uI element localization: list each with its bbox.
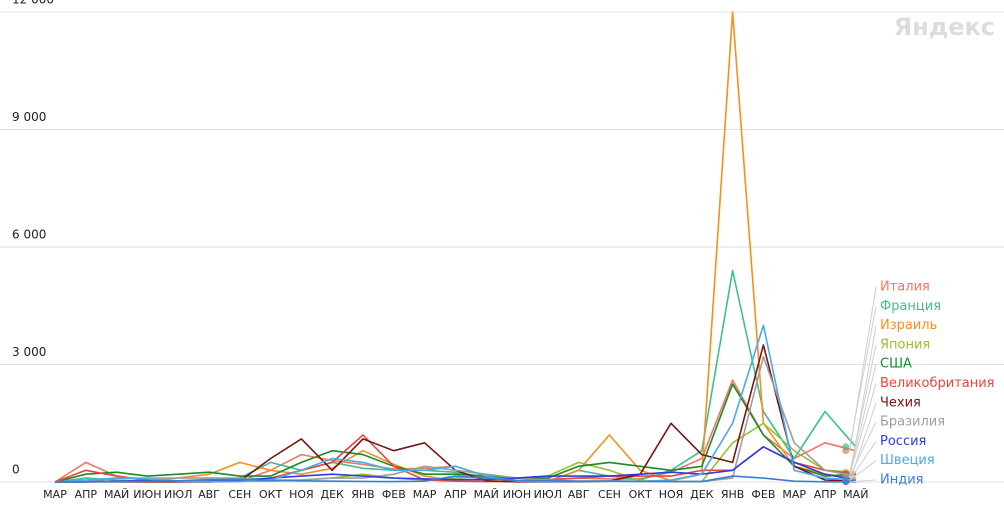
x-tick-label: МАР: [782, 488, 806, 501]
series-line: [54, 475, 856, 483]
x-tick-label: ЯНВ: [721, 488, 744, 501]
x-tick-label: МАР: [43, 488, 67, 501]
x-tick-label: СЕН: [228, 488, 251, 501]
leader-line: [849, 460, 877, 481]
y-tick-label: 0: [12, 463, 20, 477]
x-tick-label: ДЕК: [690, 488, 714, 501]
x-tick-label: ФЕВ: [382, 488, 406, 501]
legend-label: Япония: [880, 337, 930, 352]
x-tick-label: НОЯ: [289, 488, 314, 501]
watermark: Яндекс: [894, 13, 995, 41]
leader-line: [849, 383, 877, 475]
x-tick-label: ДЕК: [321, 488, 345, 501]
leader-line: [849, 344, 877, 473]
x-tick-label: АПР: [814, 488, 837, 501]
x-tick-label: ИЮН: [133, 488, 161, 501]
legend-label: Великобритания: [880, 376, 995, 391]
x-tick-label: НОЯ: [659, 488, 684, 501]
series-line: [54, 355, 856, 483]
y-tick-label: 6 000: [12, 228, 46, 242]
x-tick-label: МАЙ: [104, 488, 129, 501]
y-tick-label: 9 000: [12, 110, 46, 124]
x-tick-label: СЕН: [598, 488, 621, 501]
leader-line: [849, 479, 877, 483]
series-end: [842, 443, 850, 451]
leader-line: [849, 364, 877, 475]
x-tick-label: ФЕВ: [751, 488, 775, 501]
x-tick-label: ИЮН: [503, 488, 531, 501]
leader-line: [849, 306, 877, 447]
x-tick-label: МАЙ: [843, 488, 868, 501]
legend-label: Италия: [880, 280, 930, 295]
legend-label: Индия: [880, 473, 923, 488]
y-tick-label: 3 000: [12, 345, 46, 359]
x-tick-label: ИЮЛ: [534, 488, 562, 501]
series-line: [54, 324, 856, 483]
x-tick-label: ИЮЛ: [164, 488, 192, 501]
legend-label: Швеция: [880, 453, 935, 468]
legend-label: Россия: [880, 434, 926, 449]
series-end: [842, 478, 850, 486]
x-tick-label: АВГ: [198, 488, 220, 501]
x-tick-label: ОКТ: [629, 488, 652, 501]
x-tick-label: АПР: [75, 488, 98, 501]
x-tick-label: МАЙ: [474, 488, 499, 501]
series-line: [54, 383, 856, 483]
x-tick-label: ЯНВ: [351, 488, 374, 501]
x-tick-label: АВГ: [568, 488, 590, 501]
legend-label: США: [880, 357, 912, 372]
x-tick-label: АПР: [444, 488, 467, 501]
leader-line: [849, 402, 877, 482]
legend-label: Израиль: [880, 318, 937, 333]
x-tick-label: ОКТ: [259, 488, 282, 501]
leader-line: [849, 441, 877, 481]
y-tick-label: 12 000: [12, 0, 54, 7]
leader-line: [849, 421, 877, 477]
x-tick-label: МАР: [413, 488, 437, 501]
legend-label: Франция: [880, 299, 941, 314]
legend-label: Чехия: [880, 395, 921, 410]
legend-label: Бразилия: [880, 415, 945, 430]
